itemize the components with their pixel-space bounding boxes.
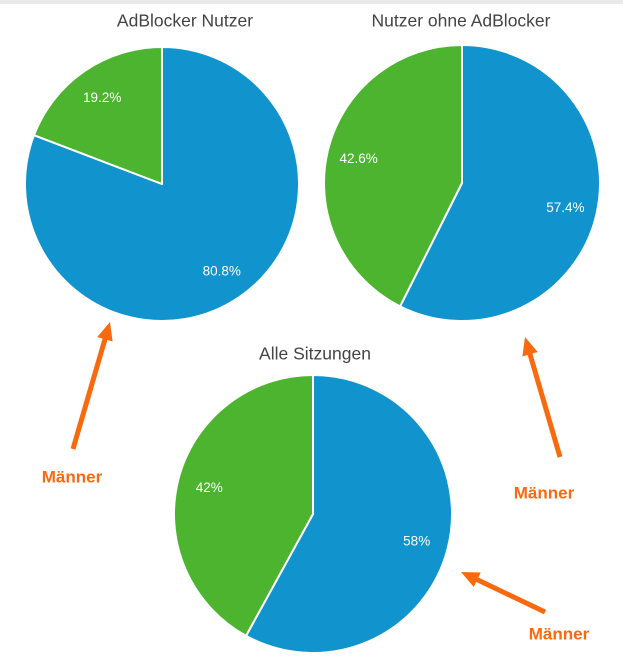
pie-nutzer-ohne-adblocker-slice-green [323, 44, 463, 308]
maenner-label-1: Männer [41, 467, 103, 487]
annotation-arrow-line-1 [70, 335, 109, 450]
pie-nutzer-ohne-adblocker: 57.4% 42.6% [323, 44, 601, 322]
annotation-arrow-line-3 [473, 576, 547, 615]
pie-alle-sitzungen-value-label-blue: 58% [403, 533, 430, 548]
annotation-arrowhead-1 [97, 322, 113, 342]
pie-alle-sitzungen: 58% 42% [173, 374, 453, 654]
pie-alle-sitzungen-slice-green [173, 374, 314, 637]
maenner-label-3: Männer [528, 624, 590, 644]
pie-nutzer-ohne-adblocker-value-label-green: 42.6% [339, 151, 377, 166]
chart-title-adblocker-nutzer: AdBlocker Nutzer [116, 10, 254, 31]
pie-alle-sitzungen-slice-blue [245, 374, 453, 654]
pie-adblocker-nutzer-slice-green [33, 46, 163, 185]
maenner-label-2: Männer [513, 483, 575, 503]
pie-adblocker-nutzer-value-label-green: 19.2% [83, 90, 121, 105]
annotation-arrowhead-2 [522, 337, 538, 357]
pie-adblocker-nutzer: 80.8% 19.2% [24, 46, 300, 322]
annotation-arrow-line-2 [526, 350, 563, 458]
pie-adblocker-nutzer-slice-blue [24, 46, 300, 322]
top-edge-strip [0, 0, 623, 4]
chart-title-nutzer-ohne-adblocker: Nutzer ohne AdBlocker [371, 10, 551, 31]
pie-nutzer-ohne-adblocker-value-label-blue: 57.4% [546, 200, 584, 215]
pie-nutzer-ohne-adblocker-slice-blue [399, 44, 601, 322]
pie-adblocker-nutzer-value-label-blue: 80.8% [203, 264, 241, 279]
annotation-arrowhead-3 [461, 572, 481, 587]
chart-title-alle-sitzungen: Alle Sitzungen [259, 343, 371, 364]
pie-alle-sitzungen-value-label-green: 42% [196, 480, 223, 495]
